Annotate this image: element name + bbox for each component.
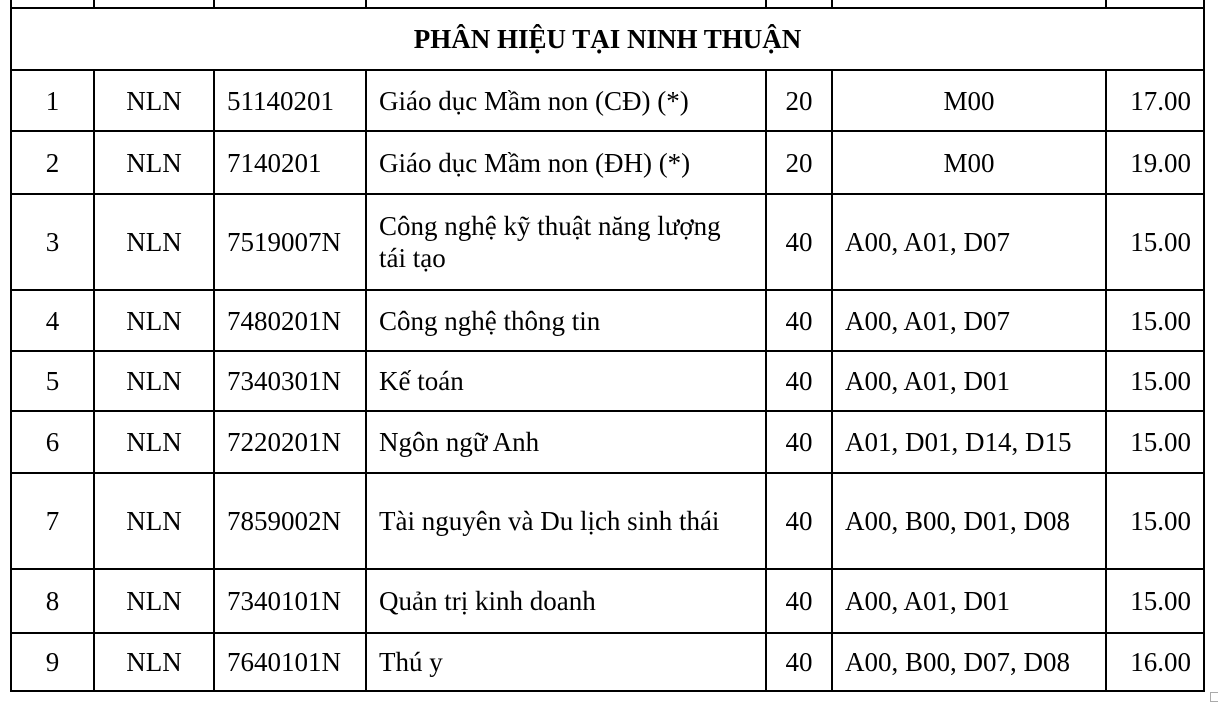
cell-stt: 1: [10, 69, 95, 132]
cell-stt: 9: [10, 632, 95, 692]
table-row: 2 NLN 7140201 Giáo dục Mầm non (ĐH) (*) 20 M0…: [10, 130, 1205, 195]
cell-code: 7640101N: [213, 632, 367, 692]
cell-code: 7480201N: [213, 289, 367, 352]
cell-score: 19.00: [1105, 130, 1205, 195]
section-header-row: PHÂN HIỆU TẠI NINH THUẬN: [10, 7, 1205, 71]
cell-score: 16.00: [1105, 632, 1205, 692]
cell-score: 15.00: [1105, 472, 1205, 570]
cell-quota: 40: [765, 350, 833, 412]
cell-code: 7340101N: [213, 568, 367, 634]
cell-code: 7519007N: [213, 193, 367, 291]
cell-major: Ngôn ngữ Anh: [365, 410, 767, 474]
cell-major: Giáo dục Mầm non (ĐH) (*): [365, 130, 767, 195]
cell-score: 17.00: [1105, 69, 1205, 132]
cell-school: NLN: [93, 632, 215, 692]
cell-stt: 8: [10, 568, 95, 634]
table-row: 9 NLN 7640101N Thú y 40 A00, B00, D07, D08 16.…: [10, 632, 1205, 692]
cell-major: Công nghệ thông tin: [365, 289, 767, 352]
cell-quota: 40: [765, 289, 833, 352]
table-row: 8 NLN 7340101N Quản trị kinh doanh 40 A00, A0…: [10, 568, 1205, 634]
cell-quota: 40: [765, 568, 833, 634]
cell-major: Quản trị kinh doanh: [365, 568, 767, 634]
cell-stt: 6: [10, 410, 95, 474]
cell-quota: 40: [765, 632, 833, 692]
table-row: 3 NLN 7519007N Công nghệ kỹ thuật năng lượn…: [10, 193, 1205, 291]
cell-school: NLN: [93, 193, 215, 291]
cell-score: 15.00: [1105, 289, 1205, 352]
cell-code: 51140201: [213, 69, 367, 132]
cell-quota: 40: [765, 472, 833, 570]
table-row: 1 NLN 51140201 Giáo dục Mầm non (CĐ) (*) 20 M…: [10, 69, 1205, 132]
cell-combos: M00: [831, 69, 1107, 132]
cell-school: NLN: [93, 568, 215, 634]
cell-combos: A00, B00, D07, D08: [831, 632, 1107, 692]
cell-code: 7140201: [213, 130, 367, 195]
resize-handle[interactable]: [1210, 692, 1218, 702]
cell-quota: 20: [765, 130, 833, 195]
cell-major: Giáo dục Mầm non (CĐ) (*): [365, 69, 767, 132]
cell-major: Thú y: [365, 632, 767, 692]
cell-school: NLN: [93, 410, 215, 474]
cell-quota: 20: [765, 69, 833, 132]
cell-school: NLN: [93, 472, 215, 570]
table-row: 5 NLN 7340301N Kế toán 40 A00, A01, D01 15.00: [10, 350, 1205, 412]
cell-code: 7220201N: [213, 410, 367, 474]
previous-rows-stub: [10, 0, 1205, 9]
cell-combos: M00: [831, 130, 1107, 195]
table-row: 4 NLN 7480201N Công nghệ thông tin 40 A00, A0…: [10, 289, 1205, 352]
cell-stt: 3: [10, 193, 95, 291]
cell-score: 15.00: [1105, 350, 1205, 412]
cell-stt: 4: [10, 289, 95, 352]
cell-stt: 7: [10, 472, 95, 570]
cell-combos: A00, A01, D01: [831, 568, 1107, 634]
cell-school: NLN: [93, 69, 215, 132]
cell-score: 15.00: [1105, 410, 1205, 474]
cell-combos: A01, D01, D14, D15: [831, 410, 1107, 474]
cell-school: NLN: [93, 130, 215, 195]
section-title: PHÂN HIỆU TẠI NINH THUẬN: [10, 7, 1205, 71]
table-row: 7 NLN 7859002N Tài nguyên và Du lịch sinh t…: [10, 472, 1205, 570]
cell-major: Tài nguyên và Du lịch sinh thái: [365, 472, 767, 570]
cell-stt: 2: [10, 130, 95, 195]
table-row: 6 NLN 7220201N Ngôn ngữ Anh 40 A01, D01, D14,…: [10, 410, 1205, 474]
cell-combos: A00, A01, D07: [831, 289, 1107, 352]
cell-quota: 40: [765, 410, 833, 474]
admission-table: PHÂN HIỆU TẠI NINH THUẬN 1 NLN 51140201 Giá…: [10, 7, 1205, 692]
cell-combos: A00, A01, D01: [831, 350, 1107, 412]
cell-school: NLN: [93, 350, 215, 412]
cell-school: NLN: [93, 289, 215, 352]
cell-score: 15.00: [1105, 568, 1205, 634]
cell-combos: A00, B00, D01, D08: [831, 472, 1107, 570]
cell-combos: A00, A01, D07: [831, 193, 1107, 291]
cell-score: 15.00: [1105, 193, 1205, 291]
cell-code: 7859002N: [213, 472, 367, 570]
cell-major: Kế toán: [365, 350, 767, 412]
cell-code: 7340301N: [213, 350, 367, 412]
cell-major: Công nghệ kỹ thuật năng lượng tái tạo: [365, 193, 767, 291]
cell-stt: 5: [10, 350, 95, 412]
cell-quota: 40: [765, 193, 833, 291]
